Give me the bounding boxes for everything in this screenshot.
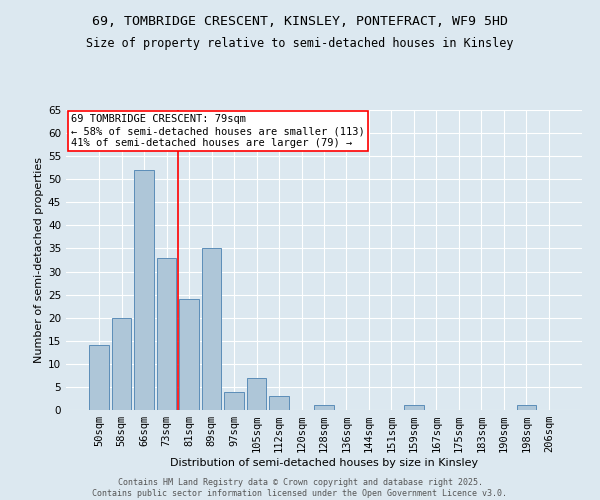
Bar (269, 396, 289, 410)
Text: 69, TOMBRIDGE CRESCENT, KINSLEY, PONTEFRACT, WF9 5HD: 69, TOMBRIDGE CRESCENT, KINSLEY, PONTEFR… (92, 15, 508, 28)
Bar (224, 392, 244, 410)
Text: 69 TOMBRIDGE CRESCENT: 79sqm
← 58% of semi-detached houses are smaller (113)
41%: 69 TOMBRIDGE CRESCENT: 79sqm ← 58% of se… (71, 114, 365, 148)
Bar (157, 258, 176, 410)
Text: Contains HM Land Registry data © Crown copyright and database right 2025.
Contai: Contains HM Land Registry data © Crown c… (92, 478, 508, 498)
Bar (112, 318, 131, 410)
X-axis label: Distribution of semi-detached houses by size in Kinsley: Distribution of semi-detached houses by … (170, 458, 478, 468)
Bar (134, 170, 154, 410)
Bar (202, 248, 221, 410)
Bar (517, 406, 536, 410)
Y-axis label: Number of semi-detached properties: Number of semi-detached properties (34, 157, 44, 363)
Text: Size of property relative to semi-detached houses in Kinsley: Size of property relative to semi-detach… (86, 38, 514, 51)
Bar (314, 406, 334, 410)
Bar (404, 406, 424, 410)
Bar (247, 378, 266, 410)
Bar (89, 346, 109, 410)
Bar (179, 299, 199, 410)
